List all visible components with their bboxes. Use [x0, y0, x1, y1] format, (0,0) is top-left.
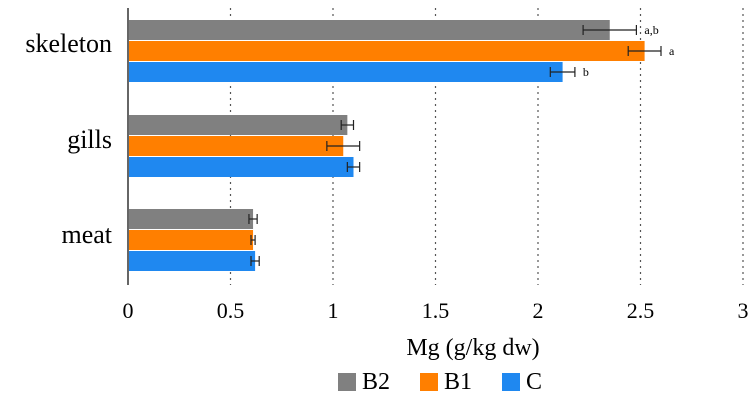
error-bar: [582, 25, 638, 35]
legend-label: C: [526, 369, 542, 395]
bar: [129, 157, 354, 177]
significance-label: b: [583, 65, 589, 79]
error-bar: [627, 46, 662, 56]
legend-label: B1: [444, 369, 472, 395]
category-label: skeleton: [25, 29, 112, 58]
error-bar: [326, 141, 361, 151]
x-tick-label: 2: [533, 298, 544, 323]
legend-swatch: [420, 373, 438, 391]
legend-swatch: [338, 373, 356, 391]
x-axis-title: Mg (g/kg dw): [406, 335, 539, 361]
x-tick-label: 0.5: [217, 298, 245, 323]
bar: [129, 230, 254, 250]
category-label: meat: [61, 220, 112, 249]
bar: [129, 136, 344, 156]
bar: [129, 62, 563, 82]
legend-item: B1: [420, 369, 472, 395]
bar: [129, 41, 645, 61]
bar: [129, 209, 254, 229]
bars: [129, 20, 645, 271]
x-tick-label: 3: [738, 298, 749, 323]
error-bar: [549, 67, 576, 77]
legend-item: B2: [338, 369, 390, 395]
annotations: a,b a b: [583, 23, 675, 79]
legend: B2 B1 C: [338, 369, 542, 395]
bar: [129, 20, 610, 40]
x-tick-labels: 0 0.5 1 1.5 2 2.5 3: [123, 298, 749, 323]
error-bar: [248, 214, 258, 224]
x-tick-label: 1.5: [422, 298, 450, 323]
significance-label: a: [669, 44, 675, 58]
x-tick-label: 1: [328, 298, 339, 323]
category-label: gills: [67, 125, 112, 154]
legend-label: B2: [362, 369, 390, 395]
x-tick-label: 2.5: [627, 298, 655, 323]
error-bar: [340, 120, 355, 130]
error-bars: [248, 25, 662, 266]
legend-item: C: [502, 369, 542, 395]
error-bar: [346, 162, 361, 172]
significance-label: a,b: [644, 23, 658, 37]
legend-swatch: [502, 373, 520, 391]
x-tick-label: 0: [123, 298, 134, 323]
error-bar: [250, 256, 260, 266]
bar: [129, 115, 348, 135]
error-bar: [250, 235, 256, 245]
category-labels: skeleton gills meat: [25, 29, 112, 249]
bar: [129, 251, 256, 271]
